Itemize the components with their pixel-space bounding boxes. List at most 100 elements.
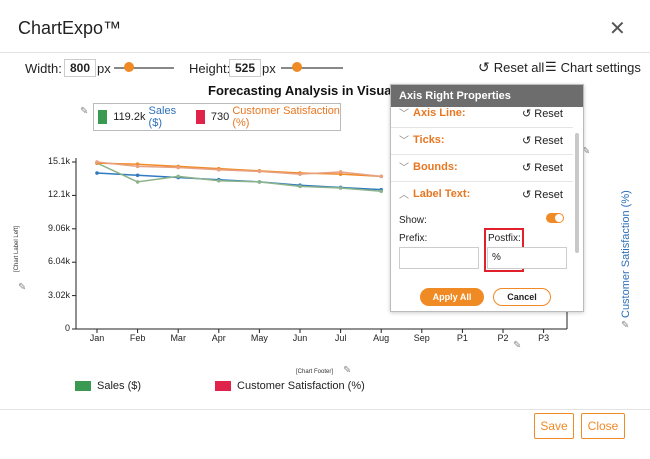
chart-title[interactable]: Forecasting Analysis in Visuali: [208, 83, 399, 98]
close-icon[interactable]: ✕: [609, 18, 626, 40]
reset-label: Reset: [534, 161, 563, 174]
legend-bottom-satisfaction: Customer Satisfaction (%): [237, 380, 365, 392]
legend-swatch-sales: [98, 110, 108, 124]
settings-sliders-icon: ☰: [545, 59, 557, 74]
section-label-text[interactable]: ︿ Label Text: ↺ Reset: [391, 182, 573, 208]
chart-settings-label: Chart settings: [560, 59, 641, 75]
data-point: [257, 180, 262, 184]
reset-axis-line-button[interactable]: ↺ Reset: [522, 107, 563, 121]
edit-pencil-icon[interactable]: ✎: [582, 146, 591, 157]
y-tick-label: 12.1k: [47, 189, 70, 200]
data-point: [135, 173, 140, 178]
legend-bottom[interactable]: Sales ($) Customer Satisfaction (%): [75, 380, 365, 392]
postfix-input[interactable]: %: [487, 247, 567, 269]
data-point: [95, 160, 99, 164]
height-input[interactable]: 525: [229, 59, 261, 77]
reset-icon: ↺: [478, 59, 490, 75]
reset-all-button[interactable]: ↺ Reset all: [478, 59, 544, 76]
prefix-input[interactable]: [399, 247, 479, 269]
reset-icon: ↺: [522, 189, 532, 201]
section-ticks[interactable]: ﹀ Ticks: ↺ Reset: [391, 128, 573, 155]
panel-title: Axis Right Properties: [391, 85, 583, 107]
reset-label: Reset: [534, 107, 563, 120]
legend-name-sales: Sales ($): [148, 105, 177, 129]
chevron-down-icon: ﹀: [399, 163, 409, 174]
cancel-button[interactable]: Cancel: [493, 288, 551, 306]
series-line: [96, 162, 382, 178]
reset-label-text-button[interactable]: ↺ Reset: [522, 188, 563, 202]
section-label-text-title: Label Text:: [413, 188, 471, 200]
left-axis-label[interactable]: [Chart Label Left]: [14, 225, 20, 272]
edit-pencil-icon[interactable]: ✎: [343, 365, 352, 376]
series-line: [96, 161, 382, 178]
reset-label: Reset: [534, 134, 563, 147]
save-button[interactable]: Save: [534, 413, 574, 439]
height-slider[interactable]: [281, 67, 343, 69]
x-tick-label: P1: [456, 333, 468, 343]
x-tick-label: P2: [497, 333, 509, 343]
series-line: [96, 162, 382, 193]
y-tick-label: 0: [64, 323, 70, 333]
header-divider: [0, 52, 650, 53]
legend-bottom-swatch-sales: [75, 381, 91, 391]
close-button[interactable]: Close: [581, 413, 625, 439]
y-tick-label: 9.06k: [47, 222, 70, 233]
data-point: [379, 189, 384, 194]
x-tick-label: Jan: [89, 333, 105, 343]
legend-bottom-swatch-satisfaction: [215, 381, 232, 391]
reset-bounds-button[interactable]: ↺ Reset: [522, 161, 563, 175]
data-point: [135, 164, 140, 169]
panel-scrollbar[interactable]: [575, 133, 579, 253]
legend-value-sales: 119.2k: [113, 111, 146, 123]
edit-pencil-icon[interactable]: ✎: [18, 282, 27, 293]
height-px-label: px: [262, 61, 276, 76]
height-slider-knob[interactable]: [291, 62, 302, 72]
section-axis-line[interactable]: ﹀ Axis Line: ↺ Reset: [391, 101, 573, 128]
edit-pencil-icon[interactable]: ✎: [621, 320, 630, 331]
reset-ticks-button[interactable]: ↺ Reset: [522, 134, 563, 148]
data-point: [217, 167, 221, 172]
x-tick-label: Mar: [170, 333, 186, 343]
x-tick-label: Jun: [292, 333, 308, 343]
x-tick-label: P3: [538, 333, 550, 343]
reset-label: Reset: [534, 188, 563, 201]
data-point: [135, 180, 140, 184]
chevron-down-icon: ﹀: [399, 109, 409, 120]
width-input[interactable]: 800: [64, 59, 96, 77]
edit-pencil-icon[interactable]: ✎: [513, 340, 522, 351]
show-toggle[interactable]: [546, 213, 564, 223]
reset-icon: ↺: [522, 108, 532, 120]
legend-swatch-satisfaction: [195, 110, 205, 124]
legend-name-satisfaction: Customer Satisfaction (%): [232, 105, 340, 129]
width-slider-knob[interactable]: [124, 62, 134, 72]
width-slider[interactable]: [114, 67, 174, 69]
right-axis-label[interactable]: Customer Satisfaction (%): [620, 190, 632, 318]
y-tick-label: 6.04k: [47, 256, 70, 267]
width-label: Width:: [25, 61, 62, 76]
data-point: [95, 171, 99, 175]
data-point: [379, 174, 384, 179]
prefix-label: Prefix:: [399, 233, 428, 244]
legend-top[interactable]: 119.2k Sales ($) 730 Customer Satisfacti…: [93, 103, 341, 131]
data-point: [298, 184, 302, 189]
edit-pencil-icon[interactable]: ✎: [80, 106, 89, 117]
section-bounds[interactable]: ﹀ Bounds: ↺ Reset: [391, 155, 573, 182]
data-point: [257, 169, 262, 174]
postfix-label: Postfix:: [488, 233, 521, 244]
x-tick-label: Apr: [211, 333, 226, 343]
section-ticks-title: Ticks:: [413, 134, 445, 146]
section-bounds-title: Bounds:: [413, 161, 458, 173]
legend-value-satisfaction: 730: [210, 111, 230, 123]
chart-settings-button[interactable]: ☰ Chart settings: [545, 59, 641, 75]
apply-all-button[interactable]: Apply All: [420, 288, 484, 306]
chart-footer-label[interactable]: [Chart Footer]: [296, 369, 334, 375]
app-title: ChartExpo™: [18, 18, 122, 38]
data-point: [176, 165, 180, 170]
x-tick-label: May: [250, 333, 268, 343]
data-point: [298, 172, 302, 176]
reset-icon: ↺: [522, 162, 532, 174]
y-tick-label: 3.02k: [47, 289, 70, 300]
chevron-up-icon: ︿: [399, 190, 409, 201]
data-point: [176, 174, 180, 179]
